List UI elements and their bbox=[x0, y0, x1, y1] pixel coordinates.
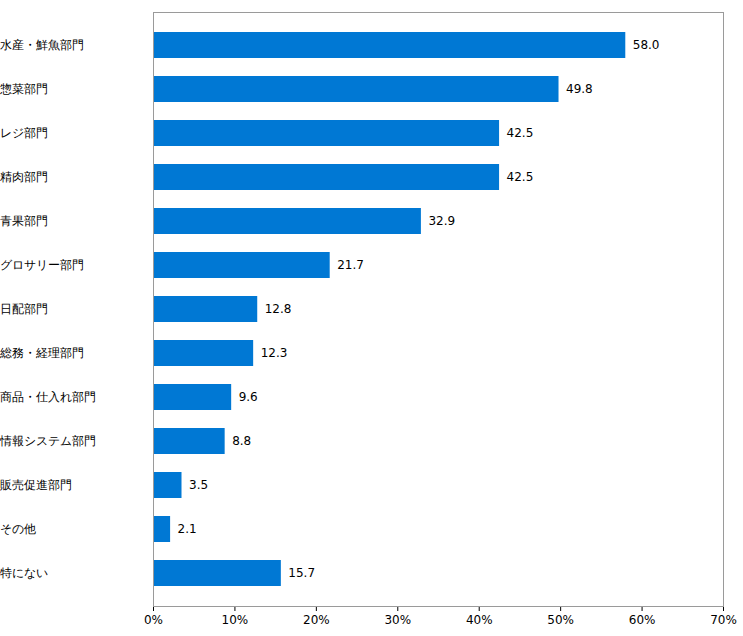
svg-text:グロサリー部門: グロサリー部門 bbox=[0, 258, 84, 272]
svg-text:0%: 0% bbox=[144, 613, 163, 627]
svg-text:30%: 30% bbox=[384, 613, 411, 627]
svg-text:70%: 70% bbox=[710, 613, 737, 627]
svg-text:青果部門: 青果部門 bbox=[0, 214, 48, 228]
svg-text:販売促進部門: 販売促進部門 bbox=[0, 478, 72, 492]
svg-text:60%: 60% bbox=[629, 613, 656, 627]
svg-text:32.9: 32.9 bbox=[428, 214, 455, 228]
svg-text:特にない: 特にない bbox=[0, 566, 48, 580]
svg-text:42.5: 42.5 bbox=[507, 126, 534, 140]
svg-text:9.6: 9.6 bbox=[239, 390, 258, 404]
svg-text:12.8: 12.8 bbox=[265, 302, 292, 316]
svg-text:58.0: 58.0 bbox=[633, 38, 660, 52]
svg-text:その他: その他 bbox=[0, 522, 36, 536]
svg-text:15.7: 15.7 bbox=[288, 566, 315, 580]
svg-text:12.3: 12.3 bbox=[261, 346, 288, 360]
svg-text:20%: 20% bbox=[303, 613, 330, 627]
svg-text:レジ部門: レジ部門 bbox=[0, 126, 48, 140]
svg-text:3.5: 3.5 bbox=[189, 478, 208, 492]
svg-text:惣菜部門: 惣菜部門 bbox=[0, 82, 48, 96]
svg-text:42.5: 42.5 bbox=[507, 170, 534, 184]
svg-text:2.1: 2.1 bbox=[178, 522, 197, 536]
svg-text:8.8: 8.8 bbox=[232, 434, 251, 448]
svg-text:総務・経理部門: 総務・経理部門 bbox=[0, 346, 84, 360]
svg-text:商品・仕入れ部門: 商品・仕入れ部門 bbox=[0, 390, 96, 404]
svg-text:精肉部門: 精肉部門 bbox=[0, 170, 48, 184]
svg-text:50%: 50% bbox=[547, 613, 574, 627]
svg-text:日配部門: 日配部門 bbox=[0, 302, 48, 316]
svg-text:10%: 10% bbox=[222, 613, 249, 627]
svg-text:49.8: 49.8 bbox=[566, 82, 593, 96]
svg-text:情報システム部門: 情報システム部門 bbox=[0, 434, 96, 448]
svg-text:21.7: 21.7 bbox=[337, 258, 364, 272]
svg-text:水産・鮮魚部門: 水産・鮮魚部門 bbox=[0, 38, 84, 52]
svg-text:40%: 40% bbox=[466, 613, 493, 627]
